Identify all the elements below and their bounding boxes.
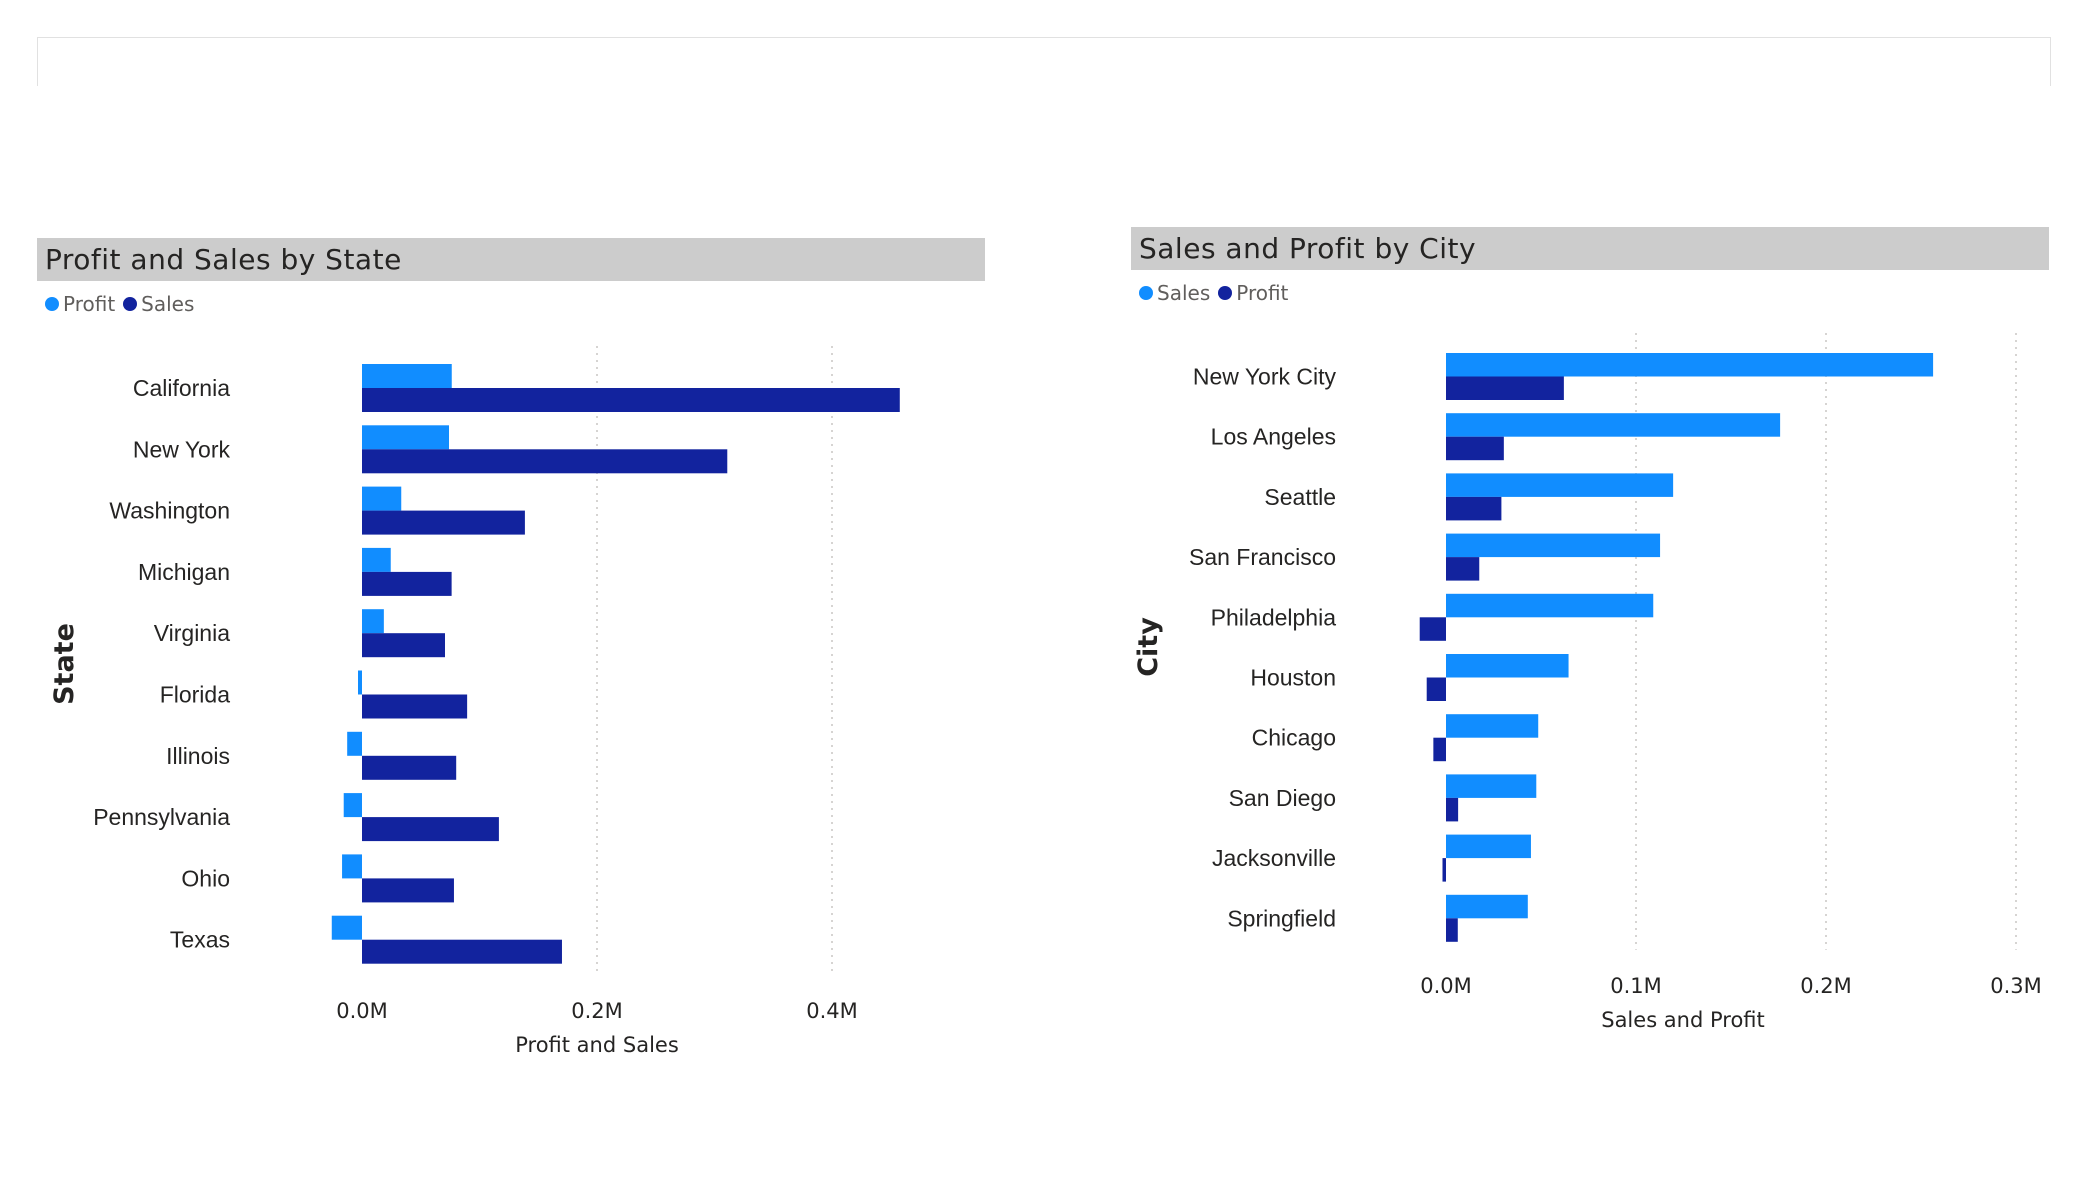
city-bar-plot[interactable]: New York City Los Angeles Seattle San Franc… (1131, 227, 2049, 1057)
category-label: New York City (1193, 364, 1337, 390)
bar-profit[interactable] (331, 915, 362, 940)
bar-profit[interactable] (1446, 496, 1502, 521)
legend-dot-icon (45, 297, 59, 311)
bar-sales[interactable] (1446, 593, 1654, 618)
bar-profit[interactable] (362, 609, 384, 634)
category-label: Springfield (1227, 905, 1336, 931)
bar-profit[interactable] (347, 731, 362, 756)
legend-item-profit[interactable]: Profit (45, 292, 115, 316)
category-label: Virginia (154, 620, 230, 646)
legend-item-sales[interactable]: Sales (1139, 281, 1210, 305)
category-label: Jacksonville (1212, 845, 1336, 871)
category-label: Philadelphia (1211, 604, 1337, 630)
legend-dot-icon (1139, 286, 1153, 300)
y-axis-title: State (49, 623, 80, 705)
bar-sales[interactable] (362, 878, 454, 903)
legend-item-sales[interactable]: Sales (123, 292, 194, 316)
category-label: Illinois (166, 743, 230, 769)
bar-profit[interactable] (362, 486, 402, 511)
bar-sales[interactable] (1446, 834, 1531, 859)
bar-profit[interactable] (342, 854, 362, 879)
legend-label: Sales (1157, 281, 1211, 305)
chart-title: Sales and Profit by City (1131, 227, 2049, 270)
category-label: New York (133, 436, 231, 462)
category-label: Washington (109, 498, 230, 524)
bar-profit[interactable] (358, 670, 362, 695)
category-label: Michigan (138, 559, 230, 585)
bar-profit[interactable] (362, 547, 391, 572)
category-label: Seattle (1264, 484, 1336, 510)
legend-label: Sales (141, 292, 195, 316)
x-tick-label: 0.1M (1610, 974, 1662, 998)
y-axis-title: City (1133, 617, 1164, 677)
bar-profit[interactable] (343, 793, 362, 818)
bar-profit[interactable] (1433, 737, 1446, 762)
legend-item-profit[interactable]: Profit (1218, 281, 1288, 305)
legend-label: Profit (1236, 281, 1289, 305)
legend-label: Profit (63, 292, 116, 316)
bar-sales[interactable] (362, 388, 900, 412)
bar-sales[interactable] (1446, 654, 1569, 678)
top-card (37, 37, 2051, 86)
bar-sales[interactable] (1446, 413, 1781, 437)
x-axis-title: Sales and Profit (1601, 1008, 1765, 1032)
category-label: Los Angeles (1211, 424, 1336, 450)
bar-sales[interactable] (362, 817, 499, 842)
bar-profit[interactable] (1442, 858, 1446, 882)
bar-profit[interactable] (362, 364, 452, 388)
bar-profit[interactable] (1446, 557, 1480, 581)
category-label: San Diego (1229, 785, 1336, 811)
bar-profit[interactable] (1419, 617, 1446, 641)
bar-profit[interactable] (1446, 376, 1564, 401)
legend-dot-icon (123, 297, 138, 311)
bar-sales[interactable] (362, 939, 562, 964)
category-label: Florida (160, 682, 231, 708)
bar-profit[interactable] (1446, 797, 1459, 822)
bar-profit[interactable] (1446, 436, 1504, 461)
chart-legend[interactable]: Profit Sales (45, 291, 202, 317)
legend-dot-icon (1218, 286, 1233, 300)
bar-sales[interactable] (362, 633, 445, 658)
city-chart-visual[interactable]: Sales and Profit by City Sales Profit Ne… (1131, 227, 2049, 1057)
bar-profit[interactable] (1446, 918, 1458, 942)
chart-legend[interactable]: Sales Profit (1139, 280, 1296, 306)
x-tick-label: 0.2M (571, 999, 623, 1023)
bar-sales[interactable] (362, 571, 452, 596)
category-label: Houston (1250, 665, 1336, 691)
chart-title: Profit and Sales by State (37, 238, 985, 281)
category-label: Ohio (181, 865, 230, 891)
x-tick-label: 0.4M (806, 999, 858, 1023)
x-tick-label: 0.2M (1800, 974, 1852, 998)
bar-sales[interactable] (362, 449, 728, 474)
bar-sales[interactable] (1446, 353, 1934, 377)
bar-sales[interactable] (362, 694, 468, 719)
bar-sales[interactable] (1446, 774, 1537, 798)
bar-sales[interactable] (1446, 533, 1661, 558)
bar-sales[interactable] (362, 755, 457, 780)
state-bar-plot[interactable]: California New York Washington Michigan Virg… (37, 238, 985, 1068)
x-axis-title: Profit and Sales (515, 1033, 679, 1057)
x-tick-label: 0.3M (1990, 974, 2042, 998)
x-tick-label: 0.0M (336, 999, 388, 1023)
category-label: San Francisco (1189, 544, 1336, 570)
bar-sales[interactable] (1446, 894, 1528, 919)
category-label: Pennsylvania (93, 804, 230, 830)
x-tick-label: 0.0M (1420, 974, 1472, 998)
bar-sales[interactable] (362, 510, 525, 535)
state-chart-visual[interactable]: Profit and Sales by State Profit Sales C… (37, 238, 985, 1068)
category-label: Texas (170, 927, 230, 953)
bar-profit[interactable] (1426, 677, 1446, 702)
bar-profit[interactable] (362, 425, 449, 450)
category-label: Chicago (1252, 725, 1336, 751)
bar-sales[interactable] (1446, 473, 1674, 497)
category-label: California (133, 375, 230, 401)
bar-sales[interactable] (1446, 714, 1539, 738)
